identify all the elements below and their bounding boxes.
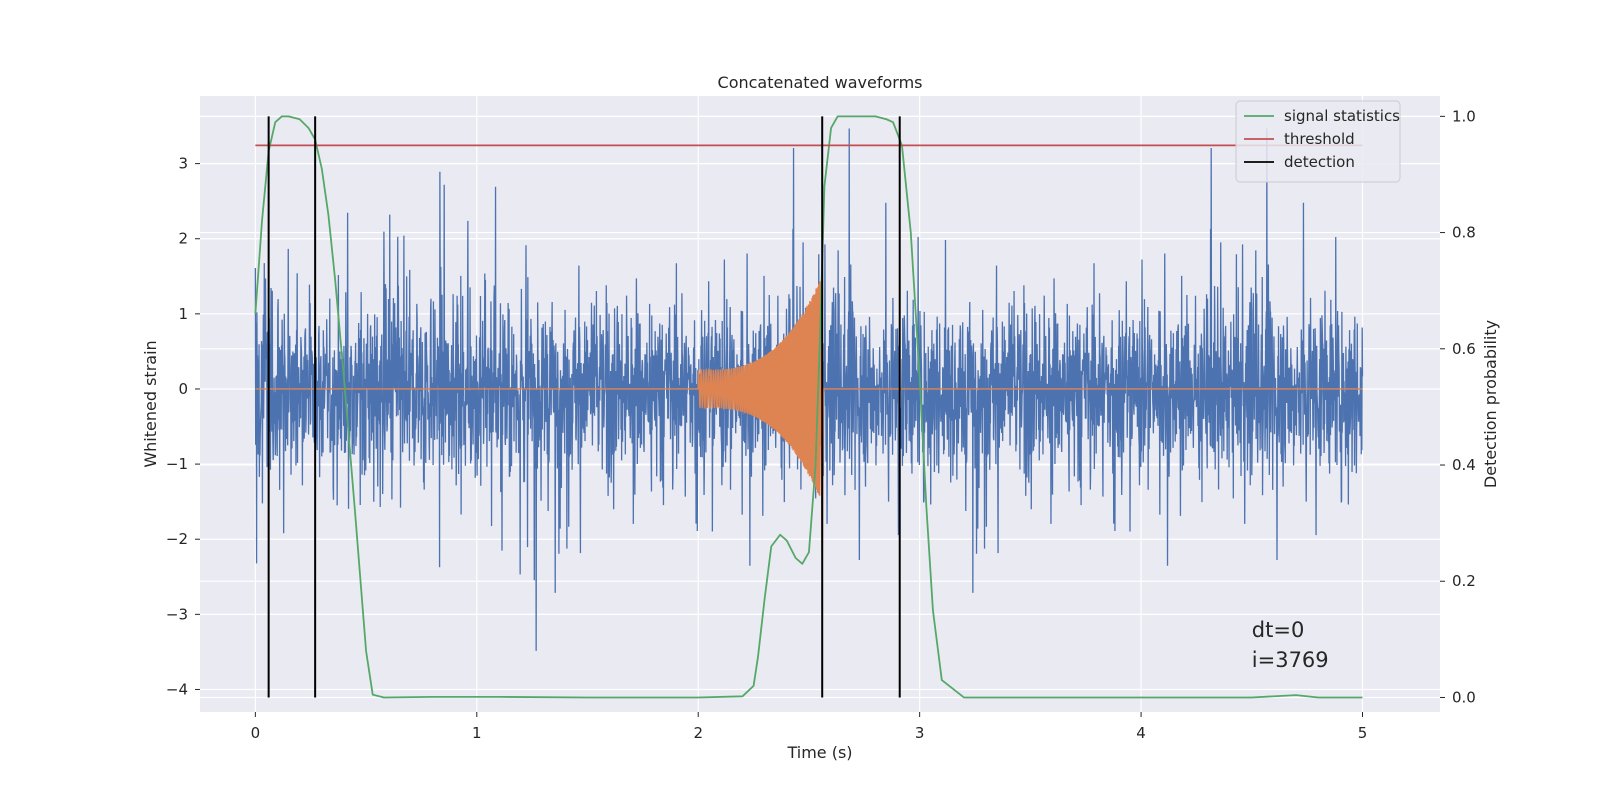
annotation-text: dt=0: [1252, 618, 1305, 642]
x-tick-label: 5: [1358, 724, 1368, 742]
y-left-tick-label: −2: [166, 530, 188, 548]
y-right-tick-label: 0.2: [1452, 572, 1476, 590]
legend-label: signal statistics: [1284, 107, 1400, 125]
y-axis-label-right: Detection probability: [1481, 320, 1500, 488]
legend-label: threshold: [1284, 130, 1355, 148]
x-tick-label: 2: [693, 724, 703, 742]
y-left-tick-label: 2: [178, 230, 188, 248]
chart-title: Concatenated waveforms: [718, 73, 923, 92]
signal-statistics-line: [254, 115, 1363, 699]
x-tick-label: 1: [472, 724, 482, 742]
y-right-tick-label: 1.0: [1452, 107, 1476, 125]
x-axis-label: Time (s): [786, 743, 852, 762]
y-left-tick-label: −1: [166, 455, 188, 473]
template-waveform-line: [255, 281, 1363, 566]
legend-label: detection: [1284, 153, 1355, 171]
y-left-tick-label: −4: [166, 680, 188, 698]
annotations: dt=0 i=3769: [1252, 618, 1329, 672]
x-tick-label: 4: [1136, 724, 1146, 742]
y-right-tick-label: 0.0: [1452, 688, 1476, 706]
legend: signal statistics threshold detection: [1235, 100, 1401, 183]
x-tick-label: 3: [915, 724, 925, 742]
y-left-tick-label: 1: [178, 305, 188, 323]
series-layer: [254, 115, 1364, 699]
x-tick-label: 0: [251, 724, 261, 742]
legend-box: [1235, 100, 1401, 183]
y-axis-label-left: Whitened strain: [141, 340, 160, 467]
y-left-tick-label: −3: [166, 605, 188, 623]
annotation-text: i=3769: [1252, 648, 1329, 672]
y-right-tick-label: 0.4: [1452, 456, 1476, 474]
y-right-tick-label: 0.8: [1452, 224, 1476, 242]
y-left-tick-label: 0: [178, 380, 188, 398]
ticks: 0 1 2 3 4 5 −4 −3 −2 −1 0 1 2 3 0.0 0.2 0.4 0.6 0.8 1.0: [166, 107, 1476, 742]
y-left-tick-label: 3: [178, 155, 188, 173]
y-right-tick-label: 0.6: [1452, 340, 1476, 358]
